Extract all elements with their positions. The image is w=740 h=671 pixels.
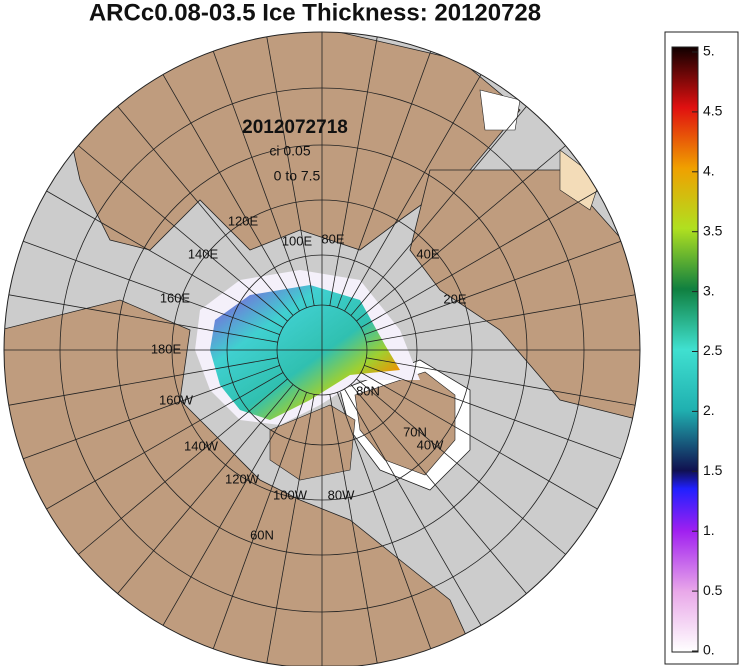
colorbar-tick-label: 0. <box>703 642 715 658</box>
meridian <box>264 394 315 668</box>
meridian <box>337 392 436 661</box>
map-label: 140E <box>188 246 219 261</box>
colorbar-tick-label: 1.5 <box>703 462 723 478</box>
map-label: 100W <box>273 487 308 502</box>
map-label: 40W <box>417 437 444 452</box>
meridian <box>156 64 300 312</box>
map-label: 80N <box>356 383 380 398</box>
meridian <box>156 388 300 636</box>
meridian <box>11 365 280 464</box>
contour-interval: ci 0.05 <box>269 143 310 159</box>
range-note: 0 to 7.5 <box>274 168 321 184</box>
meridian <box>360 372 608 516</box>
colorbar-tick-label: 5. <box>703 43 715 59</box>
ice-thickness <box>210 285 400 420</box>
map-label: 120E <box>228 213 259 228</box>
map-label: 80W <box>328 487 355 502</box>
colorbar <box>671 46 699 653</box>
map-labels: 120E 140E 160E 180E 160W 140W 120W 100W 80W 100E 8… <box>151 213 467 542</box>
land-eurasia <box>59 32 521 251</box>
colorbar-ticks: 5. 4.5 4. 3.5 3. 2.5 2. 1.5 1. 0.5 0. <box>692 43 723 658</box>
meridian <box>4 357 278 408</box>
meridian <box>4 292 278 343</box>
map-label: 160E <box>160 290 191 305</box>
meridian <box>344 64 488 312</box>
meridian <box>366 292 640 343</box>
map-label: 120W <box>225 471 260 486</box>
map-label: 40E <box>416 246 439 261</box>
map <box>4 32 640 668</box>
map-label: 20E <box>443 291 466 306</box>
meridian <box>36 184 284 328</box>
meridian <box>36 372 284 516</box>
meridian <box>360 184 608 328</box>
meridian <box>68 137 288 322</box>
meridian <box>264 32 315 306</box>
colorbar-frame <box>664 31 739 665</box>
meridian <box>350 96 535 316</box>
meridian <box>208 392 307 661</box>
meridian <box>364 365 633 464</box>
graticule <box>4 32 640 668</box>
map-label: 160W <box>159 392 194 407</box>
map-label: 70N <box>403 424 427 439</box>
meridian <box>364 236 633 335</box>
meridian <box>337 39 436 308</box>
colorbar-tick-label: 1. <box>703 522 715 538</box>
meridian <box>356 137 576 322</box>
colorbar-tick-label: 4.5 <box>703 103 723 119</box>
land-glacier <box>479 89 521 131</box>
meridian <box>68 378 288 563</box>
colorbar-tick-label: 2. <box>703 402 715 418</box>
meridian <box>208 39 307 308</box>
map-label: 180E <box>151 341 182 356</box>
meridian <box>109 96 294 316</box>
map-label: 60N <box>250 527 274 542</box>
meridian <box>366 357 640 408</box>
colorbar-tick-label: 0.5 <box>703 582 723 598</box>
map-label: 100E <box>282 233 313 248</box>
map-label: 80E <box>321 231 344 246</box>
meridian <box>344 388 488 636</box>
meridian <box>329 32 380 306</box>
meridian <box>11 236 280 335</box>
colorbar-tick-label: 4. <box>703 163 715 179</box>
land-archipelago <box>269 404 356 481</box>
map-label: 140W <box>184 438 219 453</box>
meridian <box>109 384 294 604</box>
map-stamp: 2012072718 <box>242 117 348 138</box>
meridian <box>329 394 380 668</box>
colorbar-tick-label: 3.5 <box>703 222 723 238</box>
colorbar-tick-label: 3. <box>703 282 715 298</box>
title: ARCc0.08-03.5 Ice Thickness: 20120728 <box>89 0 541 26</box>
colorbar-tick-label: 2.5 <box>703 342 723 358</box>
meridian <box>350 384 535 604</box>
meridian <box>356 378 576 563</box>
